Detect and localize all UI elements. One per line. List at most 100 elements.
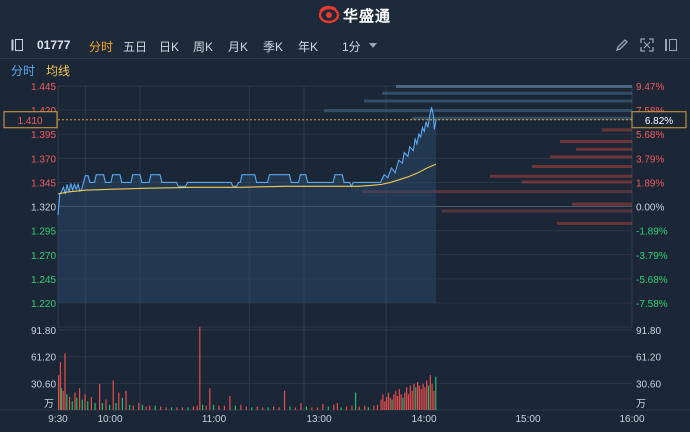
- depth-bar: [362, 190, 632, 194]
- tab-quarterly-k[interactable]: 季K: [263, 40, 284, 54]
- legend-average-label: 均线: [46, 64, 71, 78]
- chart-legend: 分时 均线: [0, 59, 690, 79]
- price-tick-label: 1.295: [31, 227, 56, 238]
- volume-bar: [245, 406, 247, 410]
- tab-monthly-k[interactable]: 月K: [228, 40, 249, 54]
- volume-bar: [300, 403, 302, 410]
- volume-bar: [283, 390, 286, 410]
- depth-bar: [364, 99, 632, 103]
- time-tick-label: 15:00: [515, 414, 540, 425]
- volume-tick-label: 61.20: [31, 353, 56, 364]
- volume-bar: [218, 405, 220, 410]
- volume-bar: [165, 407, 167, 410]
- tab-five-day[interactable]: 五日: [123, 40, 148, 54]
- volume-bar: [87, 401, 89, 410]
- price-tick-label: 1.345: [31, 178, 56, 189]
- tab-weekly-k[interactable]: 周K: [193, 40, 214, 54]
- volume-bar: [340, 407, 342, 410]
- volume-bar: [398, 389, 400, 410]
- volume-bar: [176, 407, 178, 410]
- volume-bar: [160, 406, 162, 410]
- time-tick-label: 14:00: [411, 414, 436, 425]
- tab-yearly-k[interactable]: 年K: [298, 40, 319, 54]
- volume-bar: [64, 353, 66, 410]
- volume-bar: [112, 380, 114, 410]
- volume-bar: [209, 388, 211, 410]
- volume-bar: [101, 403, 103, 410]
- volume-bar: [118, 392, 120, 410]
- volume-bar: [431, 383, 433, 410]
- volume-bar: [267, 407, 269, 410]
- depth-bar: [382, 91, 632, 95]
- time-tick-label: 10:00: [97, 414, 122, 425]
- volume-bar: [229, 396, 231, 410]
- volume-bar: [424, 387, 426, 410]
- depth-bar: [490, 174, 632, 178]
- volume-bar: [336, 403, 338, 410]
- percent-tick-label: -3.79%: [636, 251, 668, 262]
- volume-bar: [74, 392, 76, 410]
- volume-bar: [429, 375, 431, 410]
- volume-bar: [380, 399, 382, 410]
- volume-bar: [355, 392, 357, 410]
- volume-bar: [90, 396, 92, 410]
- current-percent-label: 6.82%: [645, 116, 673, 127]
- volume-bar: [71, 401, 73, 410]
- volume-bar: [212, 404, 215, 410]
- volume-bar: [413, 383, 415, 410]
- volume-bar: [234, 405, 236, 410]
- price-tick-label: 1.245: [31, 275, 56, 286]
- volume-bar: [59, 362, 62, 410]
- volume-bar: [199, 327, 201, 410]
- volume-bar: [78, 388, 81, 410]
- volume-bar: [76, 397, 78, 410]
- volume-bar: [60, 388, 62, 410]
- expand-icon[interactable]: [640, 38, 654, 52]
- volume-bar: [406, 387, 408, 410]
- volume-bar: [251, 407, 253, 410]
- intraday-chart[interactable]: 1.4459.47%1.4207.58%1.3955.68%1.3703.79%…: [0, 79, 690, 432]
- depth-bar: [442, 209, 632, 213]
- fullscreen-icon[interactable]: [664, 38, 678, 52]
- volume-bar: [387, 392, 390, 410]
- interval-select[interactable]: 1分: [342, 40, 361, 54]
- volume-bar: [278, 407, 280, 410]
- average-line: [57, 163, 437, 195]
- volume-bar: [351, 405, 353, 410]
- volume-bar: [373, 405, 375, 410]
- volume-bar: [138, 403, 140, 410]
- volume-bar: [316, 407, 318, 410]
- time-tick-label: 11:00: [202, 414, 227, 425]
- depth-bar: [522, 180, 632, 184]
- price-tick-label: 1.445: [31, 82, 56, 93]
- volume-bar: [396, 396, 399, 410]
- volume-bar: [327, 406, 329, 410]
- volume-bar: [187, 407, 189, 410]
- percent-tick-label: 5.68%: [636, 130, 664, 141]
- percent-tick-label: 1.89%: [636, 178, 664, 189]
- pencil-icon[interactable]: [615, 38, 629, 52]
- brand: 华盛通: [318, 5, 391, 25]
- volume-bar: [384, 401, 386, 410]
- volume-bar: [145, 406, 147, 410]
- tab-intraday[interactable]: 分时: [89, 40, 114, 54]
- tab-daily-k[interactable]: 日K: [159, 40, 180, 54]
- volume-tick-label-right: 91.80: [636, 326, 661, 337]
- depth-bar: [572, 202, 632, 206]
- depth-bar: [557, 221, 632, 225]
- volume-bar: [427, 385, 430, 410]
- volume-bar: [115, 403, 117, 410]
- chevron-down-icon[interactable]: [369, 43, 377, 48]
- volume-bar: [311, 407, 313, 410]
- depth-bar: [412, 116, 632, 120]
- brand-logo-icon: [318, 5, 340, 24]
- volume-bar: [322, 403, 324, 410]
- collapse-panel-icon[interactable]: [11, 39, 23, 51]
- price-tick-label: 1.395: [31, 130, 56, 141]
- price-tick-label: 1.220: [31, 299, 56, 310]
- volume-bar: [84, 394, 86, 410]
- volume-bar: [181, 407, 184, 410]
- price-line: [57, 107, 437, 216]
- time-tick-label: 9:30: [48, 414, 68, 425]
- volume-bar: [367, 407, 369, 410]
